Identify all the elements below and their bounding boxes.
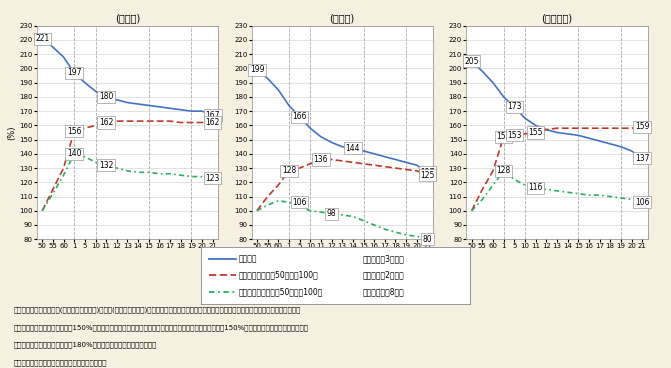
Text: ：輸送力（指数：50年度＝100）: ：輸送力（指数：50年度＝100） <box>239 270 319 280</box>
Text: ：輸送人員（指数：50年度＝100）: ：輸送人員（指数：50年度＝100） <box>239 288 323 297</box>
Text: 159: 159 <box>635 122 650 131</box>
Text: 128: 128 <box>497 166 511 176</box>
Text: 167: 167 <box>205 111 220 120</box>
Text: 152: 152 <box>497 132 511 141</box>
Text: 197: 197 <box>67 68 81 77</box>
Title: (東京圈): (東京圈) <box>115 14 140 24</box>
Text: 資料）「都市交通年報」等により国土交通省作成: 資料）「都市交通年報」等により国土交通省作成 <box>13 359 107 365</box>
Text: 144: 144 <box>346 144 360 153</box>
Text: 125: 125 <box>420 171 435 180</box>
Text: 106: 106 <box>635 198 650 207</box>
Text: 153: 153 <box>507 131 521 140</box>
Text: 205: 205 <box>464 57 479 66</box>
Text: ＊東京圈　3１区間: ＊東京圈 3１区間 <box>362 255 404 263</box>
Text: 137: 137 <box>635 153 650 163</box>
Text: 123: 123 <box>205 174 220 183</box>
Y-axis label: (%): (%) <box>7 125 17 140</box>
Text: 大阪圈　2０区間: 大阪圈 2０区間 <box>362 270 404 280</box>
Text: 162: 162 <box>99 118 113 127</box>
Title: (大阪圈): (大阪圈) <box>329 14 355 24</box>
Text: （注）　運輸政策審議会(現交通政策審議会)の答申(平成１２年８月)において、混雑率に関する指標として、大都市圈における都市鉄道のすべての区: （注） 運輸政策審議会(現交通政策審議会)の答申(平成１２年８月)において、混雑… <box>13 307 301 314</box>
Text: 173: 173 <box>507 102 521 112</box>
Text: 162: 162 <box>205 118 220 127</box>
Text: 136: 136 <box>313 155 328 164</box>
Text: 128: 128 <box>282 166 296 176</box>
Text: 132: 132 <box>99 161 113 170</box>
Text: 180: 180 <box>99 92 113 102</box>
Text: 155: 155 <box>528 128 543 137</box>
Text: 140: 140 <box>67 149 81 158</box>
Text: 127: 127 <box>420 168 435 177</box>
Text: 間のそれぞれの混雑率を150%以内（東京圈については、当面、主要区間の平均混雑率を全体として150%以内とするとともに、すべての区: 間のそれぞれの混雑率を150%以内（東京圈については、当面、主要区間の平均混雑率… <box>13 324 309 331</box>
Text: 間のそれぞれの混雑率を180%以内）とすることとされている。: 間のそれぞれの混雑率を180%以内）とすることとされている。 <box>13 342 157 348</box>
Text: 106: 106 <box>293 198 307 207</box>
Text: 166: 166 <box>293 112 307 121</box>
Text: 116: 116 <box>529 184 543 192</box>
Title: (名古屋圈): (名古屋圈) <box>541 14 572 24</box>
Text: 221: 221 <box>35 34 50 43</box>
Text: 199: 199 <box>250 66 264 74</box>
Text: 98: 98 <box>327 209 336 218</box>
Text: ：混雑率: ：混雑率 <box>239 255 258 263</box>
Text: 名古屋圈　8区間: 名古屋圈 8区間 <box>362 288 404 297</box>
Text: 80: 80 <box>423 235 432 244</box>
Text: 156: 156 <box>67 127 81 135</box>
